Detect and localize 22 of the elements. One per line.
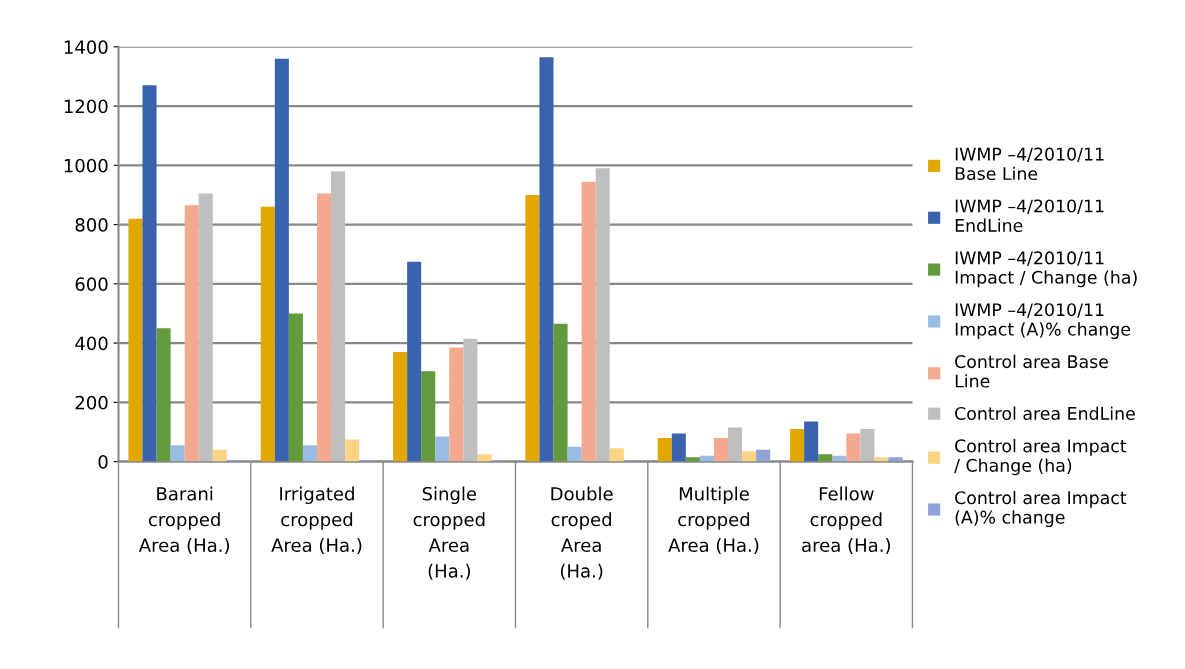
y-tick-label: 1000	[64, 158, 108, 173]
legend-label: Control area Impact / Change (ha)	[954, 439, 1127, 476]
legend-label: Control area EndLine	[955, 406, 1135, 421]
x-tick-label: Multiple cropped Area (Ha.)	[668, 486, 759, 555]
legend-label: IWMP –4/2010/11 EndLine	[955, 199, 1104, 232]
y-tick-label: 600	[75, 277, 108, 291]
x-tick-label: Fellow cropped area (Ha.)	[802, 486, 890, 555]
y-tick-label: 0	[98, 455, 108, 469]
legend-label: IWMP –4/2010/11 Impact / Change (ha)	[955, 251, 1137, 288]
y-tick-label: 1200	[64, 99, 108, 114]
x-tick-label: Irrigated cropped Area (Ha.)	[271, 486, 362, 555]
legend-label: IWMP –4/2010/11 Impact (A)% change	[955, 303, 1131, 340]
x-tick-label: Single cropped Area (Ha.)	[413, 486, 485, 580]
y-tick-label: 1400	[64, 40, 108, 54]
legend-label: Control area Impact (A)% change	[955, 490, 1127, 528]
y-tick-label: 200	[75, 395, 108, 410]
y-tick-label: 800	[75, 218, 108, 232]
y-tick-label: 400	[75, 336, 108, 351]
legend-label: IWMP –4/2010/11 Base Line	[955, 147, 1104, 181]
legend-label: Control area Base Line	[955, 354, 1108, 388]
x-tick-label: Double croped Area (Ha.)	[551, 486, 613, 580]
x-tick-label: Barani cropped Area (Ha.)	[138, 486, 229, 555]
